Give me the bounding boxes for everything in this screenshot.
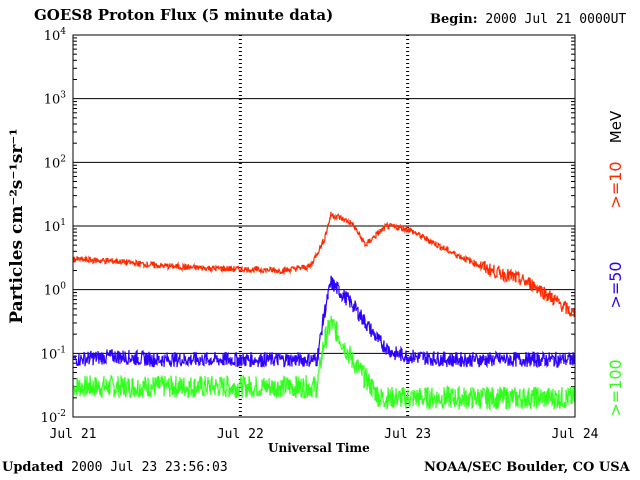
y-tick-label: 104 [44,27,67,44]
begin-time: Begin: 2000 Jul 21 0000UT [430,12,626,27]
begin-value: 2000 Jul 21 0000UT [485,12,627,27]
x-tick-labels: Jul 21 Jul 22 Jul 23 Jul 24 [50,427,599,442]
y-tick-label: 100 [44,282,67,299]
y-tick-label: 10-2 [41,409,66,426]
legend-item: >=100 [606,359,625,416]
x-tick-label: Jul 21 [50,427,97,442]
legend-unit: MeV [607,110,625,143]
series-line [73,211,575,318]
y-axis-label: Particles cm⁻²s⁻¹sr⁻¹ [7,128,27,323]
updated-time: Updated 2000 Jul 23 23:56:03 [2,460,228,475]
x-tick-label: Jul 23 [384,427,431,442]
credit-text: NOAA/SEC Boulder, CO USA [424,460,630,475]
updated-label: Updated [2,460,64,475]
y-tick-labels: 10-2 10-1 100 101 102 103 104 [41,27,67,426]
chart-title: GOES8 Proton Flux (5 minute data) [34,6,334,24]
x-axis-label: Universal Time [268,441,370,455]
y-tick-label: 10-1 [41,345,66,362]
x-tick-label: Jul 24 [552,427,599,442]
legend-item: >=50 [606,261,625,308]
y-tick-label: 101 [44,218,66,235]
series-line [73,315,575,412]
series-line [73,275,575,369]
y-tick-label: 102 [44,154,66,171]
updated-value: 2000 Jul 23 23:56:03 [71,460,228,475]
series-lines [73,211,575,412]
x-tick-label: Jul 22 [217,427,264,442]
legend-item: >=10 [606,161,625,208]
y-tick-label: 103 [44,91,67,108]
legend: >=10 >=50 >=100 MeV [606,110,625,417]
plot-frame [72,34,576,418]
begin-label: Begin: [430,12,478,27]
